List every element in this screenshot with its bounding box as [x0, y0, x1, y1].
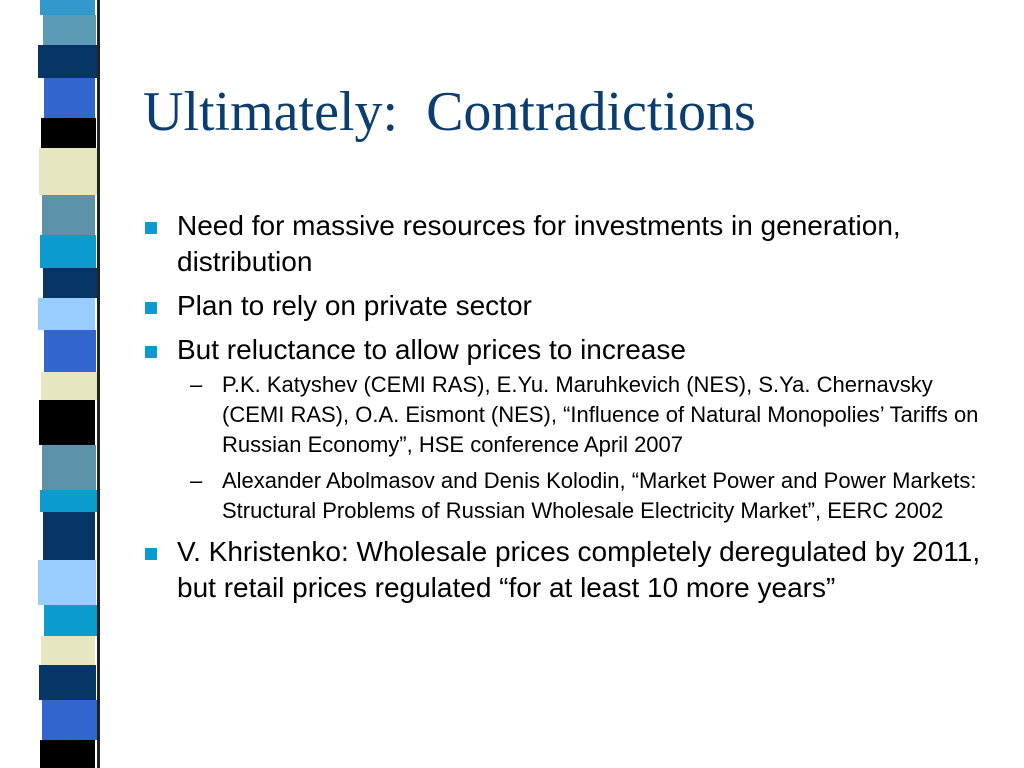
- stripe-block: [38, 298, 95, 330]
- stripe-shadow: [97, 0, 100, 768]
- stripe-block: [41, 636, 95, 665]
- slide-title: Ultimately: Contradictions: [143, 81, 756, 143]
- stripe-block: [42, 700, 97, 740]
- stripe-block: [39, 148, 97, 195]
- stripe-block: [40, 740, 95, 768]
- bullet-text: Plan to rely on private sector: [177, 290, 532, 321]
- stripe-block: [41, 118, 96, 148]
- stripe-block: [42, 445, 96, 490]
- bullet-text: Need for massive resources for investmen…: [177, 210, 901, 277]
- sub-bullet-text: P.K. Katyshev (CEMI RAS), E.Yu. Maruhkev…: [177, 370, 992, 460]
- stripe-block: [43, 15, 96, 45]
- bullet-item: Need for massive resources for investmen…: [143, 208, 992, 280]
- stripe-block: [40, 0, 95, 15]
- stripe-block: [42, 195, 95, 235]
- stripe-block: [39, 400, 95, 445]
- stripe-block: [43, 512, 95, 560]
- stripe-block: [43, 268, 97, 298]
- stripe-block: [41, 372, 97, 400]
- bullet-text: V. Khristenko: Wholesale prices complete…: [177, 536, 981, 603]
- bullet-item: But reluctance to allow prices to increa…: [143, 332, 992, 526]
- decorative-stripe: [38, 0, 100, 768]
- stripe-block: [44, 330, 96, 372]
- stripe-block: [40, 235, 96, 268]
- bullet-item: V. Khristenko: Wholesale prices complete…: [143, 534, 992, 606]
- stripe-block: [39, 665, 96, 700]
- stripe-block: [40, 490, 97, 512]
- sub-bullet-text: Alexander Abolmasov and Denis Kolodin, “…: [177, 466, 992, 526]
- stripe-block: [38, 45, 97, 78]
- bullet-list: Need for massive resources for investmen…: [143, 208, 1003, 614]
- stripe-block: [38, 560, 96, 605]
- stripe-block: [44, 605, 97, 636]
- bullet-text: But reluctance to allow prices to increa…: [177, 334, 686, 365]
- sub-list: P.K. Katyshev (CEMI RAS), E.Yu. Maruhkev…: [177, 370, 992, 526]
- stripe-block: [44, 78, 95, 118]
- bullet-item: Plan to rely on private sector: [143, 288, 992, 324]
